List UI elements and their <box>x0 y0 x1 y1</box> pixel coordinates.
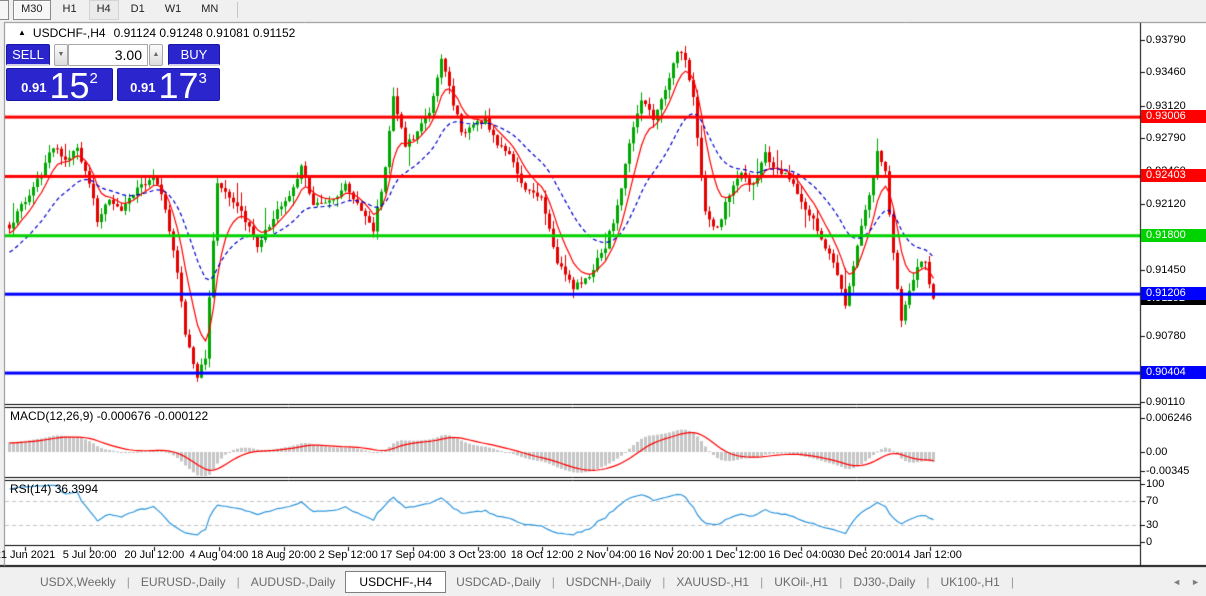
timeframe-toolbar: 5M30 H1 H4 D1 W1 MN <box>0 0 1206 20</box>
tab-dj30-daily[interactable]: DJ30-,Daily <box>853 575 916 589</box>
tab-separator: | <box>662 575 666 589</box>
tab-eurusd-daily[interactable]: EURUSD-,Daily <box>140 575 226 589</box>
chart-title: ▲ USDCHF-,H4 0.91124 0.91248 0.91081 0.911… <box>18 26 295 40</box>
collapse-triangle-icon[interactable]: ▲ <box>18 28 26 37</box>
timeframe-button-d1[interactable]: D1 <box>130 3 145 15</box>
timeframe-button-mn[interactable]: MN <box>201 3 219 15</box>
sell-price-sup: 2 <box>89 70 98 87</box>
price-axis-label: 0.92790 <box>1146 132 1186 145</box>
time-axis-label: 30 Dec 20:00 <box>832 549 899 561</box>
price-axis-label: 0.93790 <box>1146 34 1186 46</box>
rsi-axis-label: 30 <box>1146 518 1159 531</box>
rsi-axis-label: 70 <box>1146 495 1159 508</box>
rsi-axis-label: 0 <box>1146 536 1153 548</box>
price-axis-label: 0.92120 <box>1146 198 1186 211</box>
sell-price-big: 15 <box>49 65 90 106</box>
tab-usdchf-h4[interactable]: USDCHF-,H4 <box>345 571 447 593</box>
sell-button[interactable]: SELL <box>6 44 50 66</box>
macd-name: MACD(12,26,9) <box>10 409 94 423</box>
rsi-value: 36.3994 <box>54 482 99 496</box>
time-axis-label: 18 Oct 12:00 <box>510 549 574 561</box>
price-axis-label: 0.93120 <box>1146 99 1186 112</box>
tab-separator: | <box>926 575 930 589</box>
time-axis-label: 16 Nov 20:00 <box>638 549 705 561</box>
macd-values: -0.000676 -0.000122 <box>96 409 209 423</box>
volume-input[interactable] <box>68 44 148 66</box>
time-axis-label: 3 Oct 23:00 <box>449 549 506 561</box>
buy-button[interactable]: BUY <box>168 44 220 66</box>
chart-title-symbol: USDCHF-,H4 <box>32 26 106 40</box>
rsi-axis-label: 100 <box>1146 478 1165 490</box>
time-axis-label: 4 Aug 04:00 <box>189 549 249 561</box>
price-axis-label: 0.91450 <box>1146 264 1186 277</box>
sell-price-display[interactable]: 0.91 15 2 <box>6 65 113 106</box>
tab-audusd-daily[interactable]: AUDUSD-,Daily <box>250 575 336 589</box>
rsi-name: RSI(14) <box>10 482 52 496</box>
buy-price-sup: 3 <box>198 70 207 87</box>
tab-uk100-h1[interactable]: UK100-,H1 <box>940 575 1000 589</box>
tab-separator: | <box>236 575 240 589</box>
price-line-badge: 0.91800 <box>1141 228 1206 242</box>
tab-ukoil-h1[interactable]: UKOil-,H1 <box>774 575 829 589</box>
time-axis-label: 14 Jan 12:00 <box>898 549 962 561</box>
time-axis-label: 2 Nov 04:00 <box>577 549 637 561</box>
buy-price-small: 0.91 <box>130 80 156 95</box>
price-line-badge: 0.91206 <box>1141 287 1206 301</box>
time-axis-label: 1 Dec 12:00 <box>706 549 766 561</box>
time-axis-label: 2 Sep 12:00 <box>318 549 378 561</box>
chart-title-ohlc: 0.91124 0.91248 0.91081 0.91152 <box>113 26 296 40</box>
timeframe-button-m30[interactable]: M30 <box>13 0 51 20</box>
time-axis-label: 16 Dec 04:00 <box>768 549 834 561</box>
rsi-indicator-label: RSI(14) 36.3994 <box>10 482 98 496</box>
time-axis-label: 17 Sep 04:00 <box>380 549 446 561</box>
timeframe-button-h4[interactable]: H4 <box>88 0 119 20</box>
macd-axis-label: -0.00345 <box>1146 464 1190 477</box>
price-line-badge: 0.93006 <box>1141 110 1206 124</box>
tab-separator: | <box>760 575 764 589</box>
tab-scroll-right-icon[interactable]: ► <box>1191 577 1200 587</box>
price-line-badge: 0.92403 <box>1141 169 1206 183</box>
timeframe-button-5[interactable]: 5 <box>0 0 10 20</box>
tab-separator: | <box>839 575 843 589</box>
buy-price-big: 17 <box>158 65 199 106</box>
tab-scroll-arrows: ◄ ► <box>1162 577 1200 587</box>
toolbar-separator <box>237 2 239 18</box>
sell-price-small: 0.91 <box>21 80 47 95</box>
macd-axis-label: 0.006246 <box>1146 411 1192 424</box>
timeframe-button-h1[interactable]: H1 <box>62 3 77 15</box>
tab-separator: | <box>126 575 130 589</box>
price-line-badge: 0.90404 <box>1141 366 1206 380</box>
tab-separator: | <box>551 575 555 589</box>
tab-usdcad-daily[interactable]: USDCAD-,Daily <box>456 575 541 589</box>
price-axis-label: 0.93460 <box>1146 66 1186 79</box>
time-axis-label: 5 Jul 20:00 <box>62 549 117 561</box>
timeframe-button-w1[interactable]: W1 <box>164 3 182 15</box>
macd-axis-label: 0.00 <box>1146 446 1168 458</box>
tab-separator: | <box>1010 575 1014 589</box>
time-axis-label: 20 Jul 12:00 <box>124 549 185 561</box>
buy-price-display[interactable]: 0.91 17 3 <box>117 65 220 106</box>
tab-usdcnh-daily[interactable]: USDCNH-,Daily <box>565 575 652 589</box>
price-axis-label: 0.90110 <box>1146 396 1185 408</box>
macd-indicator-label: MACD(12,26,9) -0.000676 -0.000122 <box>10 409 208 423</box>
volume-decrease-button[interactable]: ▼ <box>54 44 68 66</box>
time-axis-label: 18 Aug 20:00 <box>251 549 317 561</box>
tab-usdx-weekly[interactable]: USDX,Weekly <box>40 575 116 589</box>
time-axis-label: 21 Jun 2021 <box>0 549 56 561</box>
tab-scroll-left-icon[interactable]: ◄ <box>1172 577 1182 587</box>
price-axis-label: 0.90780 <box>1146 330 1186 343</box>
symbol-tab-bar: ◄ ► USDX,Weekly | EURUSD-,Daily | AUDUSD-,Dai… <box>0 568 1206 596</box>
volume-increase-button[interactable]: ▲ <box>149 44 163 66</box>
tab-xauusd-h1[interactable]: XAUUSD-,H1 <box>676 575 750 589</box>
